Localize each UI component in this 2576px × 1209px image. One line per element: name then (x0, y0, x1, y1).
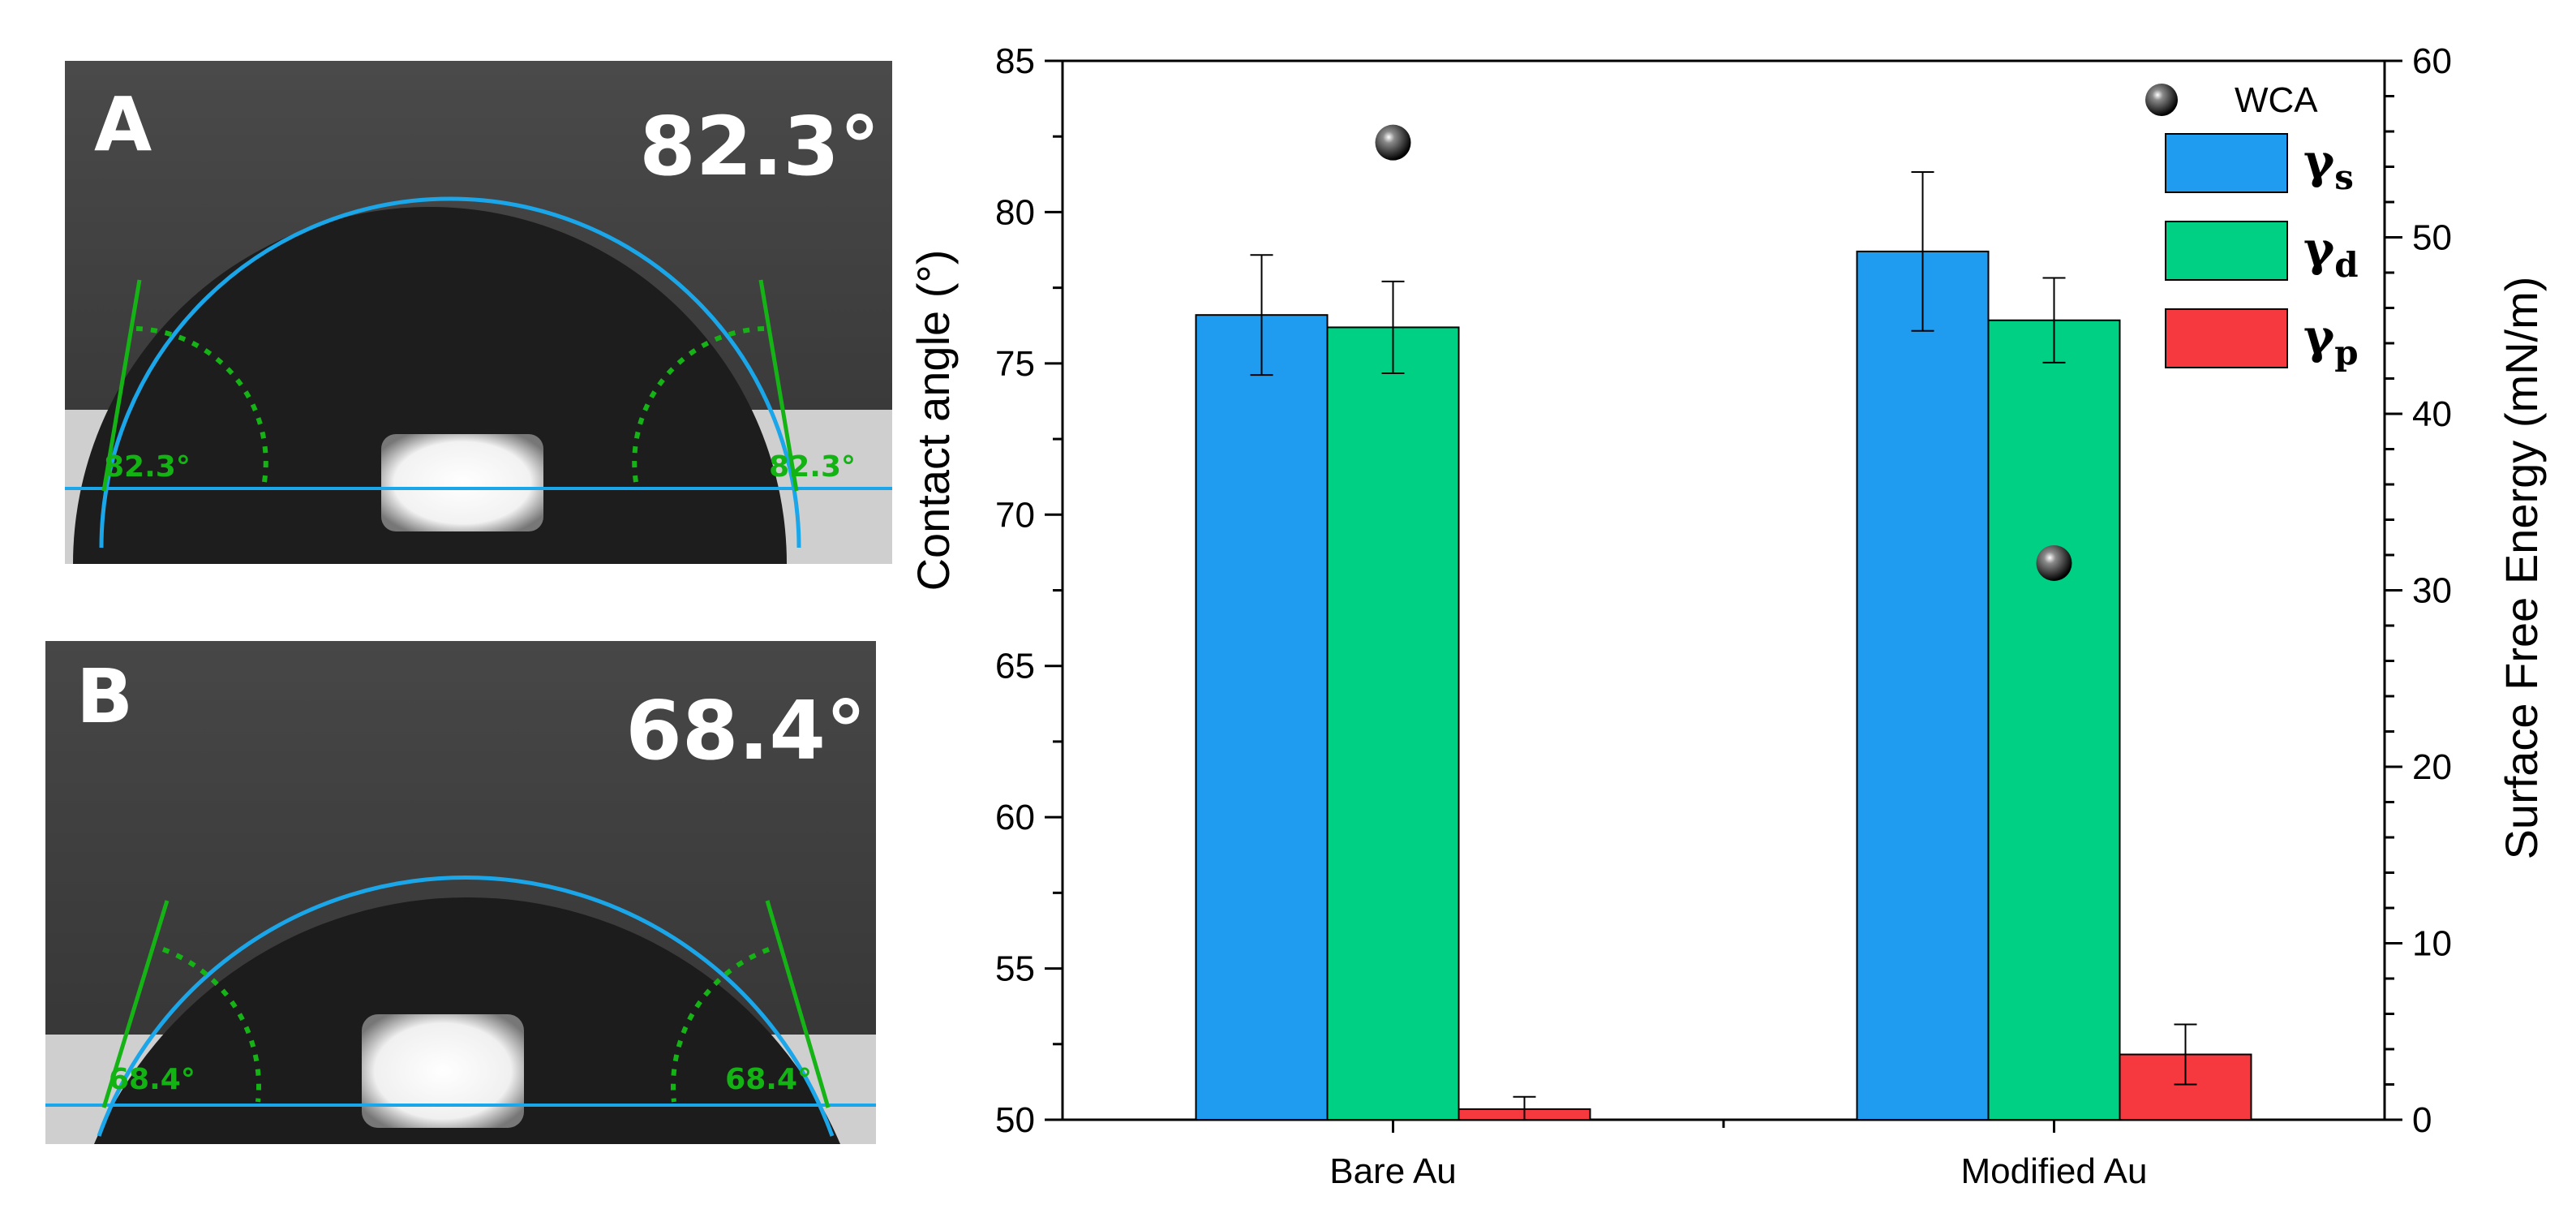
angle-label-right-b: 68.4° (725, 1063, 812, 1096)
right-tick-label: 20 (2412, 747, 2452, 787)
contact-angle-a: 82.3° (639, 99, 880, 194)
wca-points (1375, 124, 2072, 581)
droplet-image-a-drawing: A 82.3° 82.3° 82.3° (65, 61, 892, 564)
x-tick-label: Bare Au (1329, 1151, 1457, 1191)
panel-letter-a: A (94, 81, 152, 168)
left-tick-label: 65 (995, 647, 1035, 686)
left-tick-label: 55 (995, 949, 1035, 989)
bar-s-1 (1856, 250, 1990, 1121)
wca-point-0 (1375, 124, 1411, 161)
legend-swatch-s (2165, 133, 2288, 193)
left-tick-label: 75 (995, 344, 1035, 384)
legend-wca-marker (2145, 84, 2178, 116)
contact-angle-b: 68.4° (625, 683, 866, 778)
x-tick-label: Modified Au (1961, 1151, 2148, 1191)
bar-p-1 (2119, 1053, 2252, 1121)
wca-point-1 (2036, 544, 2072, 581)
left-tick-label: 50 (995, 1100, 1035, 1140)
droplet-image-b-drawing: B 68.4° 68.4° 68.4° (45, 641, 876, 1144)
droplet-image-b: B 68.4° 68.4° 68.4° (45, 641, 876, 1144)
angle-label-right-a: 82.3° (769, 450, 856, 484)
legend-swatch-d (2165, 221, 2288, 281)
bar-d-0 (1326, 326, 1460, 1121)
left-tick-label: 60 (995, 798, 1035, 837)
legend-label-p: γp (2303, 309, 2359, 372)
legend-label-s: γs (2303, 134, 2354, 197)
right-tick-label: 60 (2412, 41, 2452, 81)
legend-swatch-p (2165, 308, 2288, 368)
angle-label-left-b: 68.4° (109, 1063, 195, 1096)
legend: WCA γs γd γp (2145, 80, 2359, 372)
legend-label-d: γd (2303, 222, 2359, 285)
panel-letter-b: B (76, 653, 133, 740)
right-tick-label: 10 (2412, 924, 2452, 964)
bars (1195, 171, 2252, 1121)
bar-s-0 (1195, 314, 1329, 1121)
surface-energy-chart: 50 55 60 65 70 75 80 85 0 10 20 30 40 50 60 Bare Au Modi… (908, 41, 2547, 1191)
legend-wca-label: WCA (2235, 80, 2318, 120)
left-tick-label: 85 (995, 41, 1035, 81)
angle-label-left-a: 82.3° (104, 450, 191, 484)
y-axis-right-title: Surface Free Energy (mN/m) (2496, 277, 2547, 860)
left-tick-label: 70 (995, 495, 1035, 535)
axis-ticks: 50 55 60 65 70 75 80 85 0 10 20 30 40 50 60 Bare Au Modi… (995, 41, 2452, 1191)
right-tick-label: 40 (2412, 394, 2452, 434)
right-tick-label: 50 (2412, 218, 2452, 258)
y-axis-left-title: Contact angle (°) (908, 250, 959, 592)
left-tick-label: 80 (995, 192, 1035, 232)
right-tick-label: 0 (2412, 1100, 2432, 1140)
bar-d-1 (1987, 319, 2121, 1121)
droplet-image-a: A 82.3° 82.3° 82.3° (65, 61, 892, 564)
right-tick-label: 30 (2412, 571, 2452, 611)
